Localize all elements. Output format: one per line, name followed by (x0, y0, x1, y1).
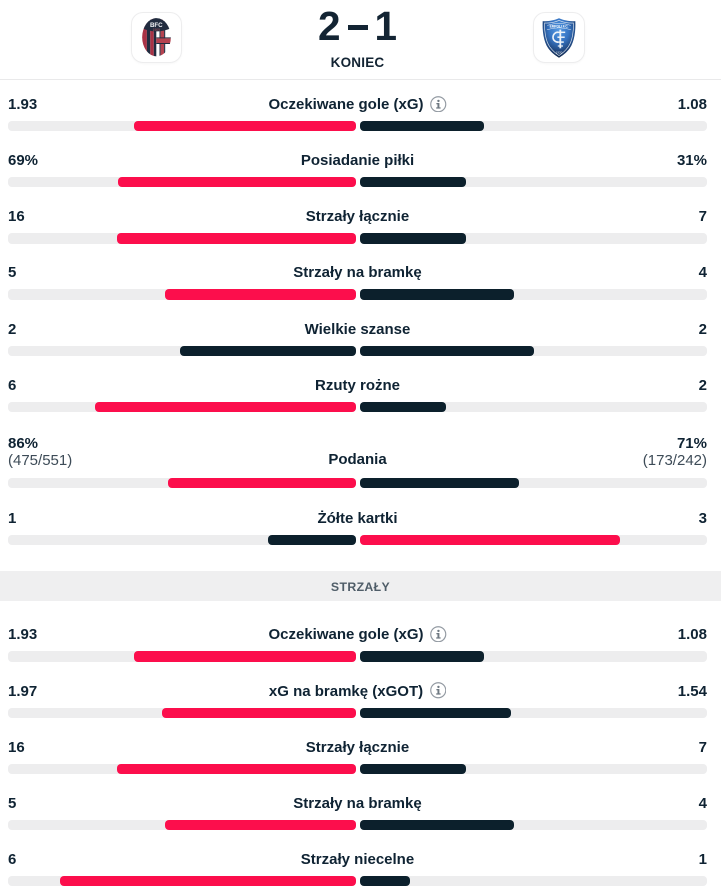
svg-text:BFC: BFC (150, 22, 163, 29)
svg-text:EMPOLI F.C.: EMPOLI F.C. (550, 24, 569, 28)
svg-text:1920: 1920 (556, 50, 563, 54)
svg-text:1909: 1909 (153, 28, 161, 32)
